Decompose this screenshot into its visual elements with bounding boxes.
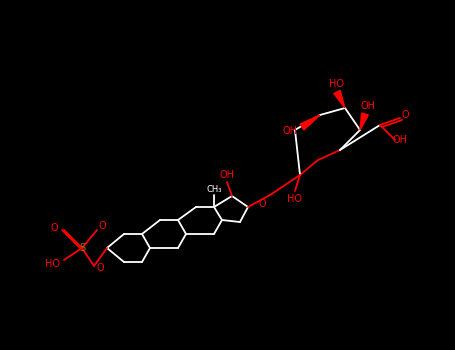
Polygon shape [334,90,345,108]
Text: O: O [96,263,104,273]
Polygon shape [360,113,369,130]
Text: O: O [98,221,106,231]
Text: CH₃: CH₃ [206,186,222,195]
Text: OH: OH [360,101,375,111]
Text: HO: HO [45,259,60,269]
Text: OH: OH [283,126,298,136]
Polygon shape [300,115,320,130]
Text: OH: OH [393,135,408,145]
Text: O: O [401,110,409,120]
Text: OH: OH [219,170,234,180]
Text: HO: HO [288,194,303,204]
Text: O: O [258,199,266,209]
Text: O: O [50,223,58,233]
Text: HO: HO [329,79,344,89]
Text: S: S [79,243,85,253]
